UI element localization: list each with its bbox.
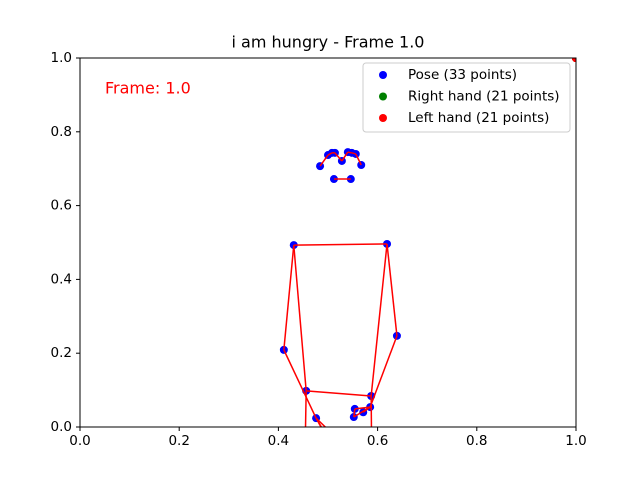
legend-label: Left hand (21 points): [408, 110, 549, 126]
legend-marker: [379, 114, 387, 122]
x-tick-label: 0.2: [168, 433, 189, 449]
y-tick-label: 0.6: [51, 198, 72, 214]
x-tick-label: 0.4: [268, 433, 289, 449]
x-tick-label: 0.6: [367, 433, 388, 449]
legend-box: [362, 62, 571, 133]
skeleton-line: [306, 390, 372, 397]
y-tick-label: 0.0: [51, 419, 72, 435]
x-tick-label: 0.8: [466, 433, 487, 449]
skeleton-line: [334, 152, 343, 162]
skeleton-line: [369, 335, 398, 408]
skeleton-line: [341, 151, 349, 162]
skeleton-line: [355, 153, 362, 166]
skeleton-line: [319, 154, 329, 167]
skeleton-line: [315, 417, 322, 427]
skeleton-line: [347, 151, 352, 154]
y-tick-label: 1.0: [51, 50, 72, 66]
frame-annotation: Frame: 1.0: [105, 79, 191, 98]
x-tick-label: 1.0: [565, 433, 586, 449]
skeleton-line: [351, 152, 356, 155]
skeleton-line: [370, 243, 388, 397]
legend-marker: [379, 71, 387, 79]
skeleton-line: [283, 349, 317, 419]
skeleton-line: [293, 243, 388, 246]
chart-title: i am hungry - Frame 1.0: [232, 33, 425, 52]
y-tick-label: 0.2: [51, 345, 72, 361]
plot-area: [279, 58, 576, 427]
axes-frame: [79, 57, 577, 428]
y-tick-label: 0.4: [51, 271, 72, 287]
skeleton-line: [362, 406, 371, 413]
legend-marker: [379, 92, 387, 101]
point: [572, 58, 576, 62]
legend-label: Pose (33 points): [408, 67, 517, 83]
skeleton-line: [370, 395, 373, 427]
skeleton-line: [354, 406, 371, 410]
skeleton-line: [304, 390, 307, 427]
skeleton-line: [327, 152, 333, 156]
x-tick-label: 0.0: [69, 433, 90, 449]
skeleton-line: [353, 408, 356, 418]
legend-label: Right hand (21 points): [408, 89, 560, 105]
skeleton-line: [386, 243, 398, 336]
skeleton-line: [283, 245, 295, 350]
y-tick-label: 0.8: [51, 124, 72, 140]
skeleton-line: [293, 245, 307, 391]
skeleton-line: [315, 417, 327, 427]
